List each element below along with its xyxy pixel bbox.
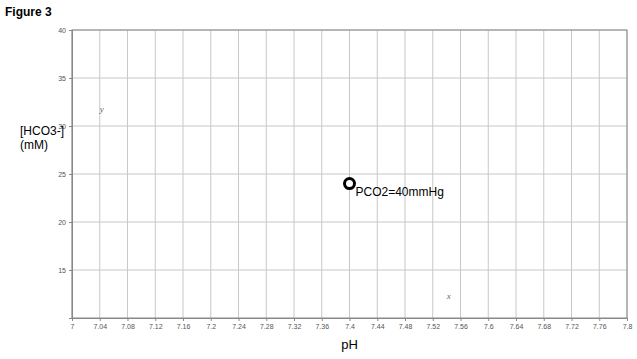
x-tick-label: 7.04	[93, 323, 107, 330]
x-tick: 7.48	[399, 318, 413, 330]
x-axis: 7 7.04 7.08 7.12 7.16 7.2 7.24 7.28 7.32 7.36 7.4 7…	[71, 318, 633, 330]
grid	[72, 30, 627, 318]
x-axis-title: pH	[341, 337, 358, 352]
plot-frame	[72, 30, 627, 318]
x-tick-label: 7.2	[206, 323, 216, 330]
x-tick-mark	[294, 318, 295, 321]
x-axis-line	[73, 319, 628, 322]
x-tick: 7.36	[315, 318, 329, 330]
x-tick-label: 7.64	[510, 323, 524, 330]
chart: 7 7.04 7.08 7.12 7.16 7.2 7.24 7.28 7.32 7.36 7.4 7…	[0, 0, 637, 359]
y-tick-label: 15	[58, 267, 66, 274]
x-tick-mark	[155, 318, 156, 321]
x-tick-mark	[599, 318, 600, 321]
x-tick-mark	[211, 318, 212, 321]
x-tick-label: 7.56	[454, 323, 468, 330]
x-tick-label: 7.48	[399, 323, 413, 330]
y-tick: 35	[58, 75, 72, 82]
y-grid-line	[72, 126, 627, 127]
x-tick: 7.68	[537, 318, 551, 330]
x-tick: 7.6	[484, 318, 494, 330]
x-tick-label: 7	[71, 323, 75, 330]
x-tick-label: 7.12	[149, 323, 163, 330]
x-tick-mark	[461, 318, 462, 321]
x-tick: 7.72	[565, 318, 579, 330]
y-tick-label: 40	[58, 27, 66, 34]
x-tick-mark	[239, 318, 240, 321]
point-label: PCO2=40mmHg	[356, 185, 444, 199]
x-tick: 7.52	[426, 318, 440, 330]
x-tick-mark	[100, 318, 101, 321]
x-tick: 7.08	[121, 318, 135, 330]
y-axis-line	[69, 31, 73, 319]
x-tick: 7.16	[177, 318, 191, 330]
point	[345, 179, 355, 189]
x-tick-label: 7.24	[232, 323, 246, 330]
annotation: y	[99, 104, 104, 114]
x-tick: 7.2	[206, 318, 216, 330]
x-tick: 7.56	[454, 318, 468, 330]
x-tick-label: 7.8	[623, 323, 633, 330]
x-tick-mark	[488, 318, 489, 321]
x-tick: 7.64	[510, 318, 524, 330]
x-tick-label: 7.4	[345, 323, 355, 330]
y-tick-mark	[69, 222, 72, 223]
y-tick: 25	[58, 171, 72, 178]
x-tick: 7.44	[371, 318, 385, 330]
x-tick-mark	[266, 318, 267, 321]
x-tick-label: 7.68	[537, 323, 551, 330]
y-axis: 152025303540	[58, 27, 72, 319]
x-tick: 7.12	[149, 318, 163, 330]
y-tick: 20	[58, 219, 72, 226]
x-tick-label: 7.08	[121, 323, 135, 330]
x-tick-label: 7.44	[371, 323, 385, 330]
x-tick: 7.8	[623, 318, 633, 330]
y-tick-mark	[69, 30, 72, 31]
x-tick-mark	[322, 318, 323, 321]
title: Figure 3	[5, 5, 52, 19]
y-tick-mark	[69, 78, 72, 79]
y-grid-line	[72, 222, 627, 223]
x-tick-label: 7.16	[177, 323, 191, 330]
x-tick-label: 7.36	[315, 323, 329, 330]
x-tick: 7.24	[232, 318, 246, 330]
y-tick-label: 25	[58, 171, 66, 178]
y-tick-mark	[69, 126, 72, 127]
y-tick: 15	[58, 267, 72, 274]
x-tick-label: 7.6	[484, 323, 494, 330]
x-tick-label: 7.52	[426, 323, 440, 330]
annotation: x	[446, 291, 451, 301]
y-grid-line	[72, 174, 627, 175]
x-tick: 7.76	[593, 318, 607, 330]
y-axis-title: [HCO3-](mM)	[20, 124, 64, 152]
x-tick-mark	[516, 318, 517, 321]
x-tick-label: 7.28	[260, 323, 274, 330]
x-tick-mark	[128, 318, 129, 321]
y-tick-mark	[69, 270, 72, 271]
y-grid-line	[72, 270, 627, 271]
marks	[345, 179, 355, 189]
x-tick-mark	[405, 318, 406, 321]
y-tick-label: 35	[58, 75, 66, 82]
x-tick: 7.32	[288, 318, 302, 330]
x-tick-mark	[544, 318, 545, 321]
x-tick-label: 7.32	[288, 323, 302, 330]
y-tick: 40	[58, 27, 72, 34]
y-tick-mark	[69, 174, 72, 175]
x-tick-mark	[350, 318, 351, 321]
x-tick: 7.28	[260, 318, 274, 330]
x-tick: 7	[71, 318, 75, 330]
y-grid-line	[72, 78, 627, 79]
x-tick: 7.4	[345, 318, 355, 330]
x-tick-mark	[627, 318, 628, 321]
x-tick-mark	[183, 318, 184, 321]
x-tick-mark	[433, 318, 434, 321]
y-tick-label: 20	[58, 219, 66, 226]
x-tick-label: 7.72	[565, 323, 579, 330]
x-tick: 7.04	[93, 318, 107, 330]
x-tick-mark	[377, 318, 378, 321]
x-tick-label: 7.76	[593, 323, 607, 330]
x-tick-mark	[572, 318, 573, 321]
